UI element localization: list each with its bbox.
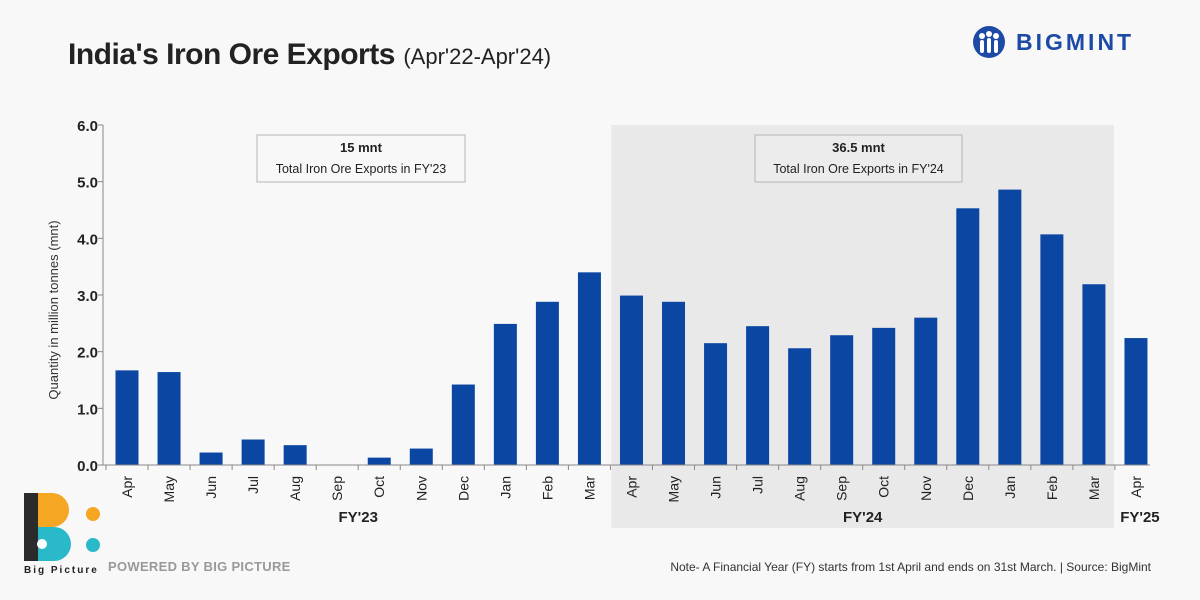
bar <box>872 327 896 465</box>
y-axis-title: Quantity in million tonnes (mnt) <box>46 220 61 399</box>
x-tick-label: Oct <box>876 476 892 498</box>
x-tick-label: Feb <box>1044 476 1060 500</box>
x-tick-label: Dec <box>960 476 976 501</box>
bar <box>577 272 601 465</box>
annotation-value: 15 mnt <box>340 140 383 155</box>
bigmint-logo-text: BIGMINT <box>1016 28 1135 55</box>
x-tick-label: May <box>161 476 177 502</box>
bar <box>493 323 517 465</box>
bar <box>367 457 391 465</box>
bigmint-logo-icon <box>973 26 1005 58</box>
x-tick-label: Jan <box>1002 476 1018 499</box>
y-tick-label: 0.0 <box>77 458 98 475</box>
chart-title-main: India's Iron Ore Exports <box>68 38 395 71</box>
x-tick-label: Aug <box>792 476 808 501</box>
bar <box>115 370 139 465</box>
bar <box>535 301 559 465</box>
x-tick-label: Apr <box>623 476 639 498</box>
x-tick-label: Nov <box>918 476 934 501</box>
big-picture-logo-text: Big Picture <box>24 565 99 576</box>
bar <box>746 326 770 465</box>
fy-group-label: FY'24 <box>843 509 883 526</box>
bar <box>451 384 475 465</box>
powered-by-text: POWERED BY BIG PICTURE <box>108 559 291 574</box>
annotation-value: 36.5 mnt <box>832 140 885 155</box>
bar <box>914 317 938 465</box>
x-tick-label: Sep <box>834 476 850 501</box>
x-tick-label: Jul <box>245 476 261 494</box>
fy-shaded-region <box>611 125 1114 528</box>
bar <box>956 208 980 466</box>
bar <box>241 439 265 465</box>
fy-group-label: FY'23 <box>339 509 378 526</box>
bar <box>788 348 812 465</box>
chart-title: India's Iron Ore Exports (Apr'22-Apr'24) <box>68 38 551 72</box>
bar <box>199 452 223 465</box>
bar <box>619 295 643 465</box>
x-tick-label: Nov <box>413 476 429 501</box>
x-tick-label: Jan <box>497 476 513 499</box>
bar <box>409 448 433 465</box>
y-tick-label: 1.0 <box>77 401 98 418</box>
bar <box>830 335 854 465</box>
annotation-box <box>256 134 466 183</box>
x-tick-label: Jun <box>708 476 724 499</box>
x-tick-label: May <box>666 476 682 502</box>
y-tick-label: 4.0 <box>77 231 98 248</box>
annotation-box <box>754 134 963 183</box>
bar <box>704 343 728 465</box>
big-picture-logo <box>24 493 100 561</box>
y-tick-label: 5.0 <box>77 175 98 192</box>
x-tick-label: Mar <box>1086 476 1102 500</box>
bar <box>283 445 307 465</box>
x-tick-label: Oct <box>371 476 387 498</box>
y-tick-label: 6.0 <box>77 118 98 135</box>
x-tick-label: Feb <box>539 476 555 500</box>
footnote: Note- A Financial Year (FY) starts from … <box>670 560 1151 574</box>
y-tick-label: 3.0 <box>77 288 98 305</box>
x-tick-label: Sep <box>329 476 345 501</box>
fy-group-label: FY'25 <box>1120 509 1159 526</box>
x-tick-label: Dec <box>455 476 471 501</box>
bar <box>662 301 686 465</box>
x-tick-label: Mar <box>581 476 597 500</box>
y-tick-label: 2.0 <box>77 345 98 362</box>
bigmint-logo: BIGMINT <box>972 22 1134 62</box>
x-tick-label: Aug <box>287 476 303 501</box>
bar <box>998 189 1022 465</box>
bar <box>1124 338 1148 465</box>
x-tick-label: Jun <box>203 476 219 499</box>
x-tick-label: Apr <box>1128 476 1144 498</box>
bar <box>1082 284 1106 465</box>
x-tick-label: Apr <box>119 476 135 498</box>
annotation-text: Total Iron Ore Exports in FY'24 <box>773 162 944 176</box>
x-tick-label: Jul <box>750 476 766 494</box>
bar <box>1040 234 1064 465</box>
bar <box>157 372 181 465</box>
annotation-text: Total Iron Ore Exports in FY'23 <box>276 162 447 176</box>
chart-subtitle: (Apr'22-Apr'24) <box>403 44 552 69</box>
